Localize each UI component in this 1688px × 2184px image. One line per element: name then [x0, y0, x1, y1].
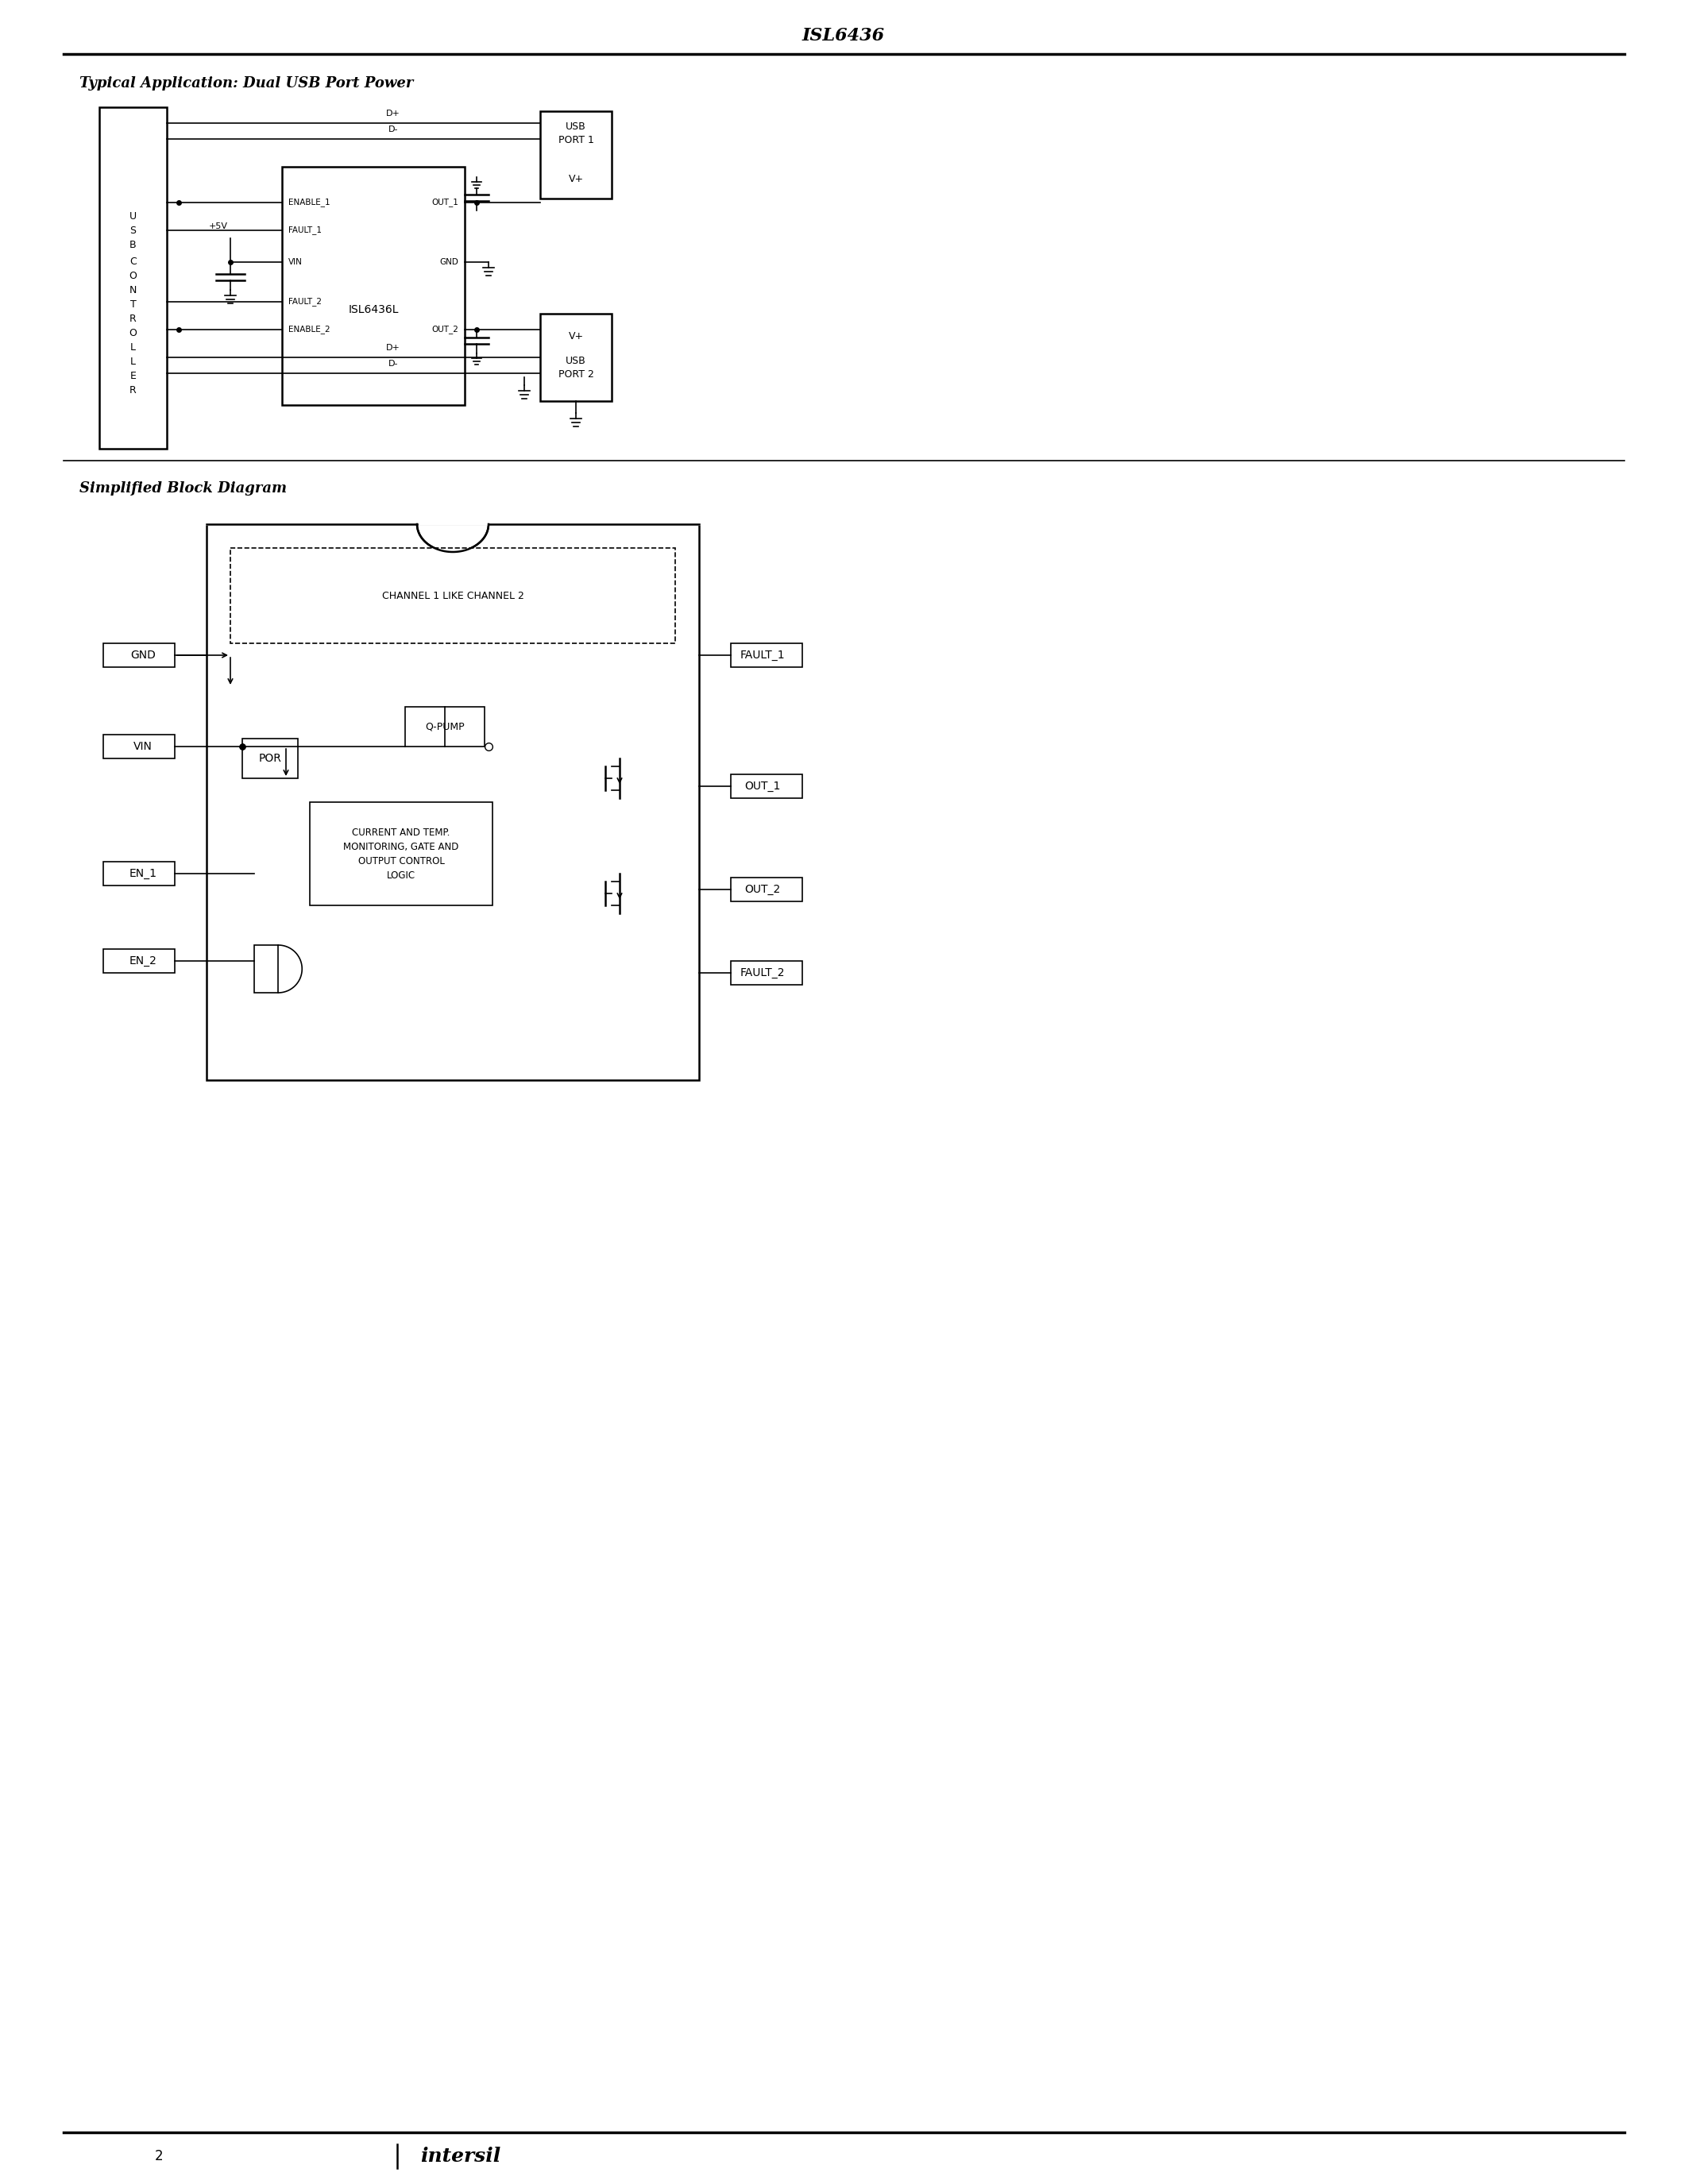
- Text: USB
PORT 1: USB PORT 1: [559, 122, 594, 146]
- Text: ISL6436: ISL6436: [802, 26, 885, 44]
- Text: Q-PUMP: Q-PUMP: [425, 721, 464, 732]
- Bar: [731, 878, 802, 902]
- Bar: [103, 734, 176, 758]
- Text: ENABLE_2: ENABLE_2: [289, 325, 331, 334]
- Text: V+: V+: [569, 173, 584, 183]
- Text: D-: D-: [388, 124, 398, 133]
- Text: ISL6436L: ISL6436L: [348, 304, 398, 314]
- Bar: [243, 738, 297, 778]
- Text: intersil: intersil: [420, 2147, 501, 2167]
- Text: D+: D+: [387, 343, 400, 352]
- Text: FAULT_2: FAULT_2: [739, 968, 785, 978]
- Bar: [255, 946, 279, 994]
- Bar: [100, 107, 167, 448]
- Bar: [103, 644, 176, 666]
- Bar: [311, 802, 493, 906]
- Bar: [405, 708, 484, 747]
- Text: D-: D-: [388, 360, 398, 367]
- Text: EN_1: EN_1: [128, 867, 157, 880]
- Text: C
O
N
T
R
O
L
L
E
R: C O N T R O L L E R: [128, 256, 137, 395]
- Text: VIN: VIN: [133, 740, 152, 751]
- Text: VIN: VIN: [289, 258, 302, 266]
- Text: FAULT_1: FAULT_1: [289, 225, 322, 234]
- Text: U
S
B: U S B: [130, 212, 137, 249]
- Text: +5V: +5V: [209, 223, 228, 229]
- Text: CURRENT AND TEMP.
MONITORING, GATE AND
OUTPUT CONTROL
LOGIC: CURRENT AND TEMP. MONITORING, GATE AND O…: [343, 828, 459, 880]
- Text: OUT_2: OUT_2: [744, 885, 780, 895]
- Text: OUT_2: OUT_2: [432, 325, 459, 334]
- Bar: [731, 775, 802, 797]
- Bar: [206, 524, 699, 1081]
- Text: V+: V+: [569, 330, 584, 341]
- Bar: [731, 644, 802, 666]
- Text: Simplified Block Diagram: Simplified Block Diagram: [79, 480, 287, 496]
- Text: OUT_1: OUT_1: [432, 199, 459, 207]
- Text: POR: POR: [258, 753, 282, 764]
- Bar: [103, 950, 176, 972]
- Text: GND: GND: [130, 649, 155, 662]
- Bar: [540, 314, 611, 402]
- Text: ENABLE_1: ENABLE_1: [289, 199, 331, 207]
- Text: 2: 2: [155, 2149, 164, 2164]
- Text: FAULT_1: FAULT_1: [739, 649, 785, 662]
- Text: EN_2: EN_2: [128, 954, 157, 968]
- Text: D+: D+: [387, 109, 400, 118]
- Bar: [103, 863, 176, 885]
- Text: GND: GND: [439, 258, 459, 266]
- Text: CHANNEL 1 LIKE CHANNEL 2: CHANNEL 1 LIKE CHANNEL 2: [381, 590, 523, 601]
- Bar: [230, 548, 675, 644]
- Bar: [731, 961, 802, 985]
- Bar: [282, 166, 464, 404]
- Text: OUT_1: OUT_1: [744, 780, 780, 793]
- Text: Typical Application: Dual USB Port Power: Typical Application: Dual USB Port Power: [79, 76, 414, 90]
- Text: USB
PORT 2: USB PORT 2: [559, 356, 594, 380]
- Text: FAULT_2: FAULT_2: [289, 297, 322, 306]
- Bar: [540, 111, 611, 199]
